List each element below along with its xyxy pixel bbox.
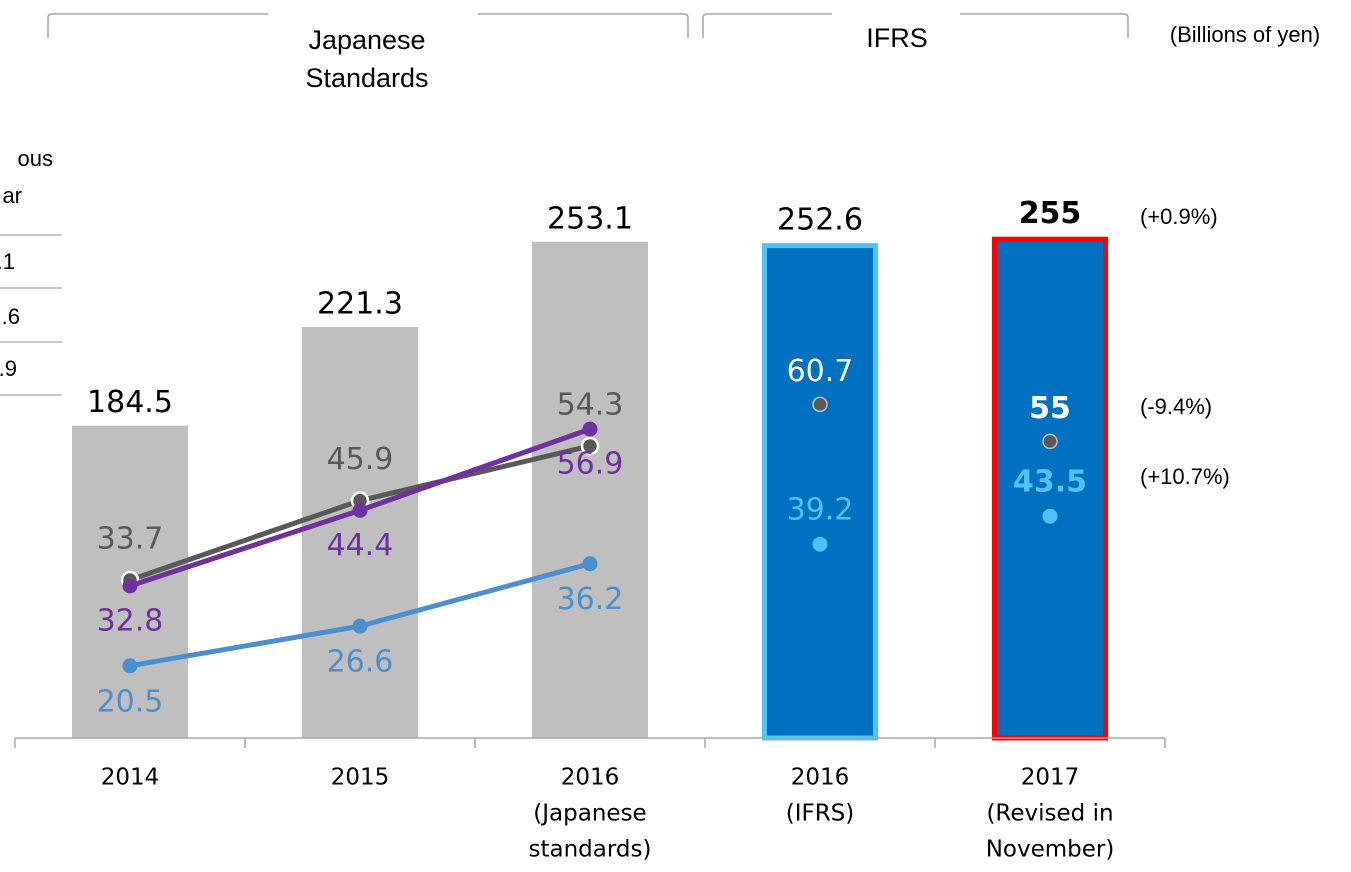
marker: [122, 658, 138, 674]
line-value-label: 45.9: [327, 442, 394, 477]
x-tick-label: 2016: [791, 765, 850, 791]
unit-label: (Billions of yen): [1170, 22, 1320, 47]
line-value-label: 55: [1029, 391, 1071, 426]
line-value-label: 20.5: [97, 684, 164, 719]
bar: [302, 327, 418, 738]
bar-value-label: 252.6: [777, 203, 863, 238]
marker: [812, 396, 828, 413]
bar: [992, 236, 1108, 741]
x-tick-label: 2017: [1021, 765, 1080, 791]
legend-fragment: .9: [0, 356, 17, 381]
x-tick-label: 2014: [101, 765, 160, 791]
marker: [352, 502, 368, 518]
bar: [532, 241, 648, 738]
group-header: IFRS: [866, 23, 928, 53]
line-value-label: 44.4: [327, 528, 394, 563]
line-value-label: 32.8: [97, 603, 164, 638]
legend-fragment: .6: [2, 304, 20, 329]
change-label: (-9.4%): [1140, 394, 1212, 419]
bar-value-label: 221.3: [317, 287, 403, 322]
x-tick-label: November): [986, 837, 1115, 863]
legend-rules: [0, 234, 62, 396]
group-bracket: [702, 13, 1129, 38]
legend-fragment: ar: [2, 183, 22, 208]
x-tick-label: (Revised in: [986, 801, 1113, 827]
group-header: Japanese: [308, 25, 425, 55]
line-value-label: 36.2: [557, 582, 624, 617]
legend-fragment: .1: [0, 249, 15, 274]
marker: [122, 578, 138, 594]
x-tick-label: 2015: [331, 765, 390, 791]
marker: [1042, 508, 1058, 524]
line-value-label: 54.3: [557, 387, 624, 422]
line-value-label: 43.5: [1013, 465, 1087, 500]
legend-fragment: ous: [18, 146, 53, 171]
marker: [352, 618, 368, 634]
marker: [582, 556, 598, 572]
bar-value-label: 253.1: [547, 201, 633, 236]
marker: [580, 436, 600, 456]
x-tick-label: standards): [529, 837, 652, 863]
line-value-label: 39.2: [787, 493, 854, 528]
x-tick-label: (IFRS): [786, 801, 855, 827]
change-label: (+0.9%): [1140, 204, 1218, 229]
group-bracket: [47, 13, 689, 38]
marker: [1042, 433, 1058, 450]
marker: [812, 536, 828, 552]
line-value-label: 60.7: [787, 354, 854, 389]
group-header: Standards: [305, 63, 428, 93]
change-label: (+10.7%): [1140, 464, 1230, 489]
marker: [582, 421, 598, 437]
line-value-label: 26.6: [327, 645, 394, 680]
bar-value-label: 255: [1019, 196, 1082, 231]
x-tick-label: 2016: [561, 765, 620, 791]
x-tick-label: (Japanese: [533, 801, 646, 827]
line-value-label: 56.9: [557, 447, 624, 482]
line-value-label: 33.7: [97, 521, 164, 556]
bar-value-label: 184.5: [87, 385, 173, 420]
